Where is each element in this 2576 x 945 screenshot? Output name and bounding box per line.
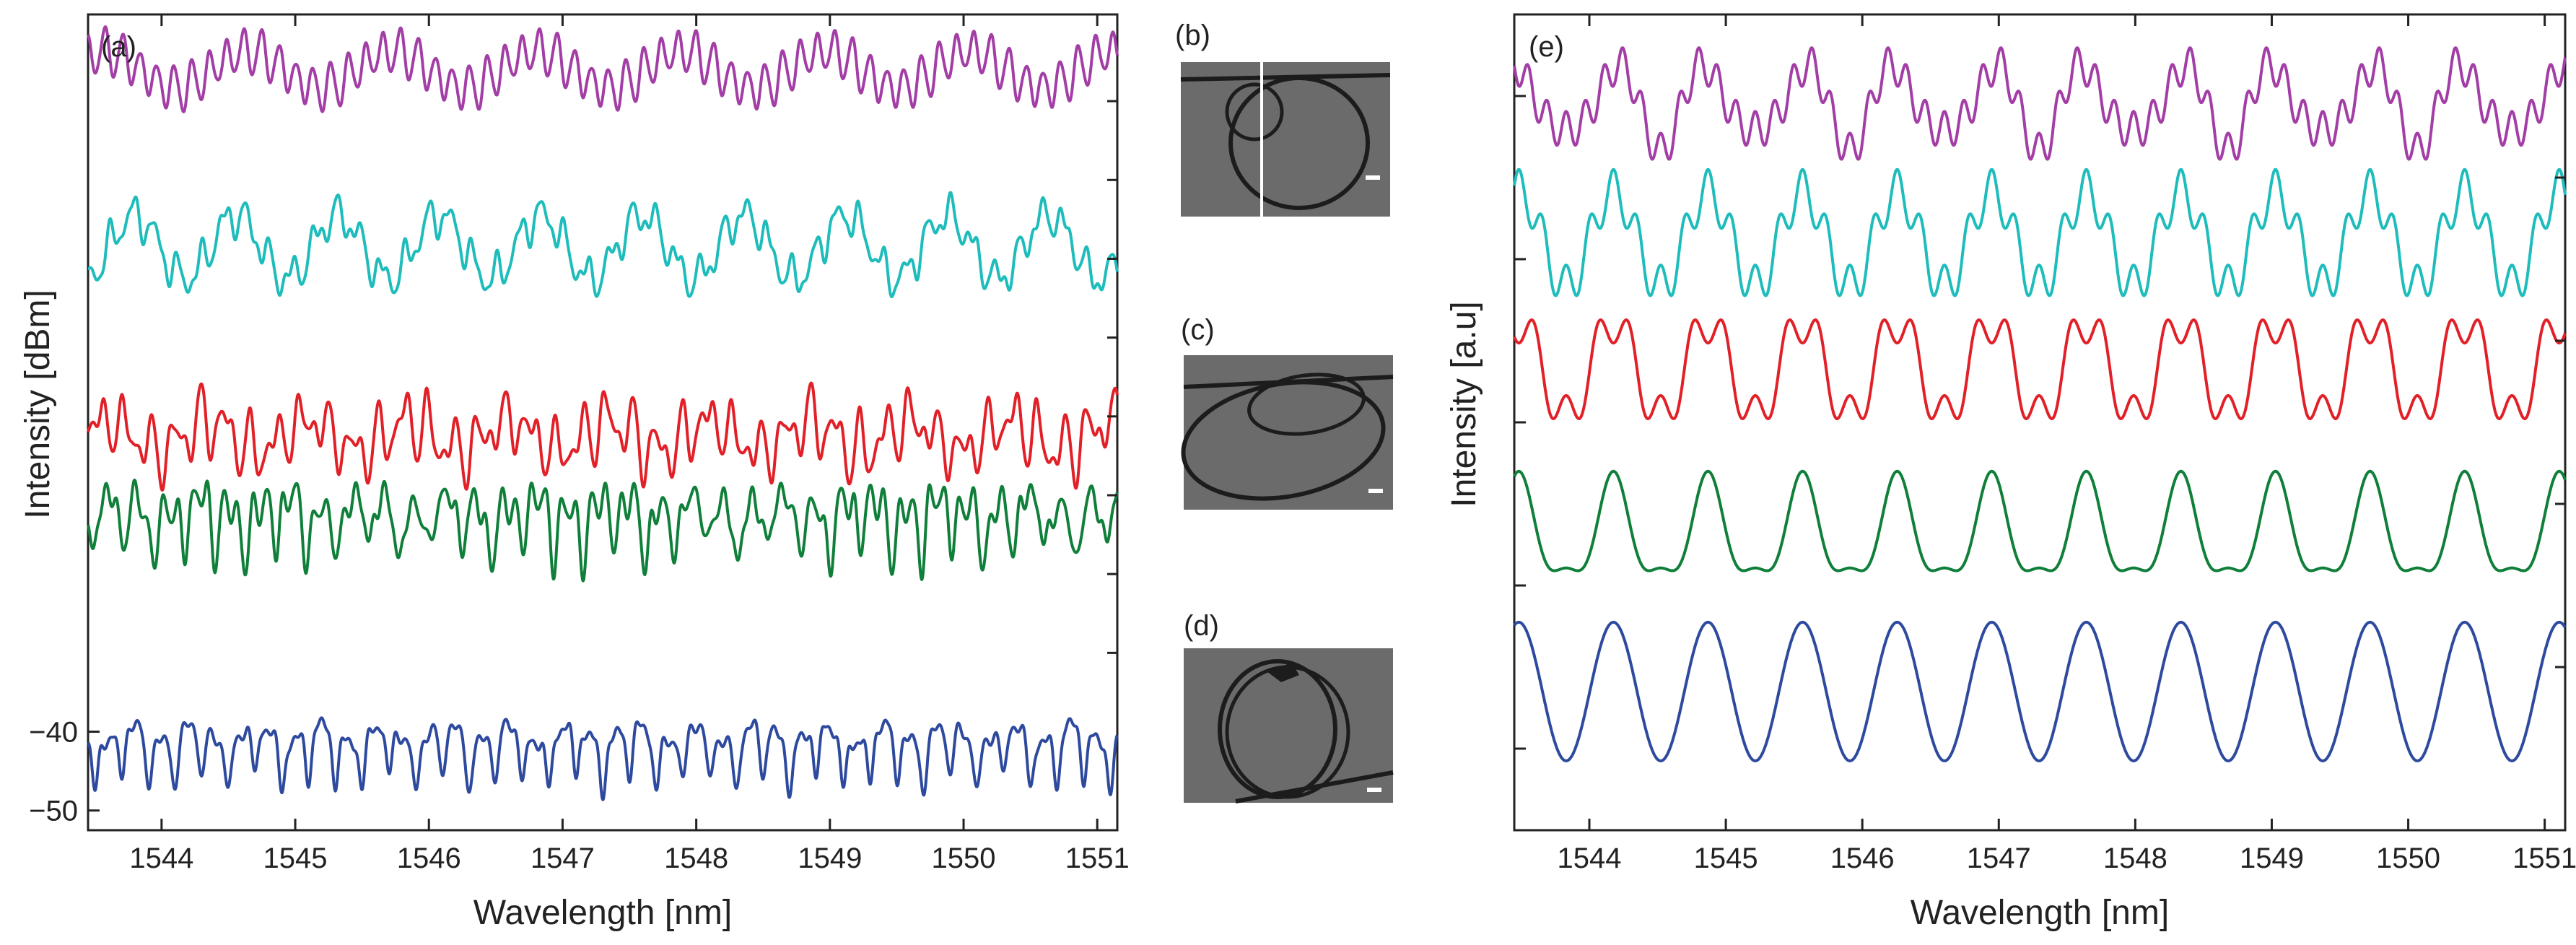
panel-c-micrograph: (c) — [1181, 314, 1394, 510]
panel-a-x-tick-label-1551: 1551 — [1065, 842, 1130, 874]
panel-e-y-axis-title: Intensity [a.u] — [1445, 301, 1483, 508]
panel-a-y-ticks: −40 −50 — [29, 100, 1117, 827]
panel-a-trace-3-red — [87, 381, 1119, 492]
panel-e-label: (e) — [1529, 31, 1564, 63]
panel-b-image-bg — [1181, 62, 1390, 217]
panel-a-x-tick-label-1550: 1550 — [932, 842, 996, 874]
panel-e-x-tick-label-1546: 1546 — [1830, 842, 1895, 874]
panel-d-fiber-knot — [1267, 663, 1299, 682]
panel-a-x-ticks: 1544 1545 1546 1547 1548 1549 1550 1551 — [129, 14, 1130, 874]
panel-e-x-axis-title: Wavelength [nm] — [1911, 894, 2169, 932]
panel-b-large-loop — [1228, 76, 1370, 210]
panel-e-sim-2-green — [1513, 469, 2567, 572]
panel-a-trace-4-cyan — [87, 191, 1119, 298]
panel-e-x-tick-label-1547: 1547 — [1967, 842, 2031, 874]
panel-b-micrograph: (b) — [1175, 19, 1391, 217]
panel-a-plot-frame — [87, 13, 1119, 832]
panel-e-x-tick-label-1544: 1544 — [1558, 842, 1622, 874]
panel-a-label: (a) — [101, 31, 136, 63]
panel-c-inner-loop — [1247, 373, 1366, 436]
panel-a: 1544 1545 1546 1547 1548 1549 1550 1551 −40−50 … — [19, 13, 1130, 932]
panel-e-sim-3-red — [1513, 318, 2567, 420]
panel-a-x-tick-label-1548: 1548 — [664, 842, 728, 874]
panel-a-x-tick-label-1544: 1544 — [129, 842, 193, 874]
panel-a-trace-1-blue — [87, 716, 1119, 801]
panel-a-x-axis-title: Wavelength [nm] — [473, 894, 732, 932]
panel-d-micrograph: (d) — [1184, 610, 1394, 804]
panel-e-sim-4-cyan — [1513, 167, 2567, 297]
panel-e-series-group — [1513, 46, 2567, 762]
panel-c-label: (c) — [1181, 314, 1215, 346]
panel-a-x-tick-label-1545: 1545 — [263, 842, 328, 874]
panel-a-trace-2-green — [87, 479, 1119, 583]
panel-b-small-loop — [1225, 82, 1284, 141]
panel-b-label: (b) — [1175, 19, 1210, 51]
panel-e-sim-1-blue — [1513, 620, 2567, 762]
panel-a-x-tick-label-1549: 1549 — [798, 842, 862, 874]
panel-e-x-ticks: 1544 1545 1546 1547 1548 1549 1550 1551 — [1558, 14, 2576, 874]
panel-a-series-group — [87, 25, 1119, 801]
panel-a-y-axis-title: Intensity [dBm] — [19, 289, 57, 518]
panel-a-trace-5-purple — [87, 25, 1119, 113]
panel-e-x-tick-label-1548: 1548 — [2103, 842, 2167, 874]
panel-e-x-tick-label-1545: 1545 — [1694, 842, 1758, 874]
panel-d-label: (d) — [1184, 610, 1219, 642]
panel-e-x-tick-label-1549: 1549 — [2240, 842, 2304, 874]
panel-e-y-ticks — [1514, 95, 2565, 750]
panel-e: 1544 1545 1546 1547 1548 1549 1550 1551 (e) Wav… — [1445, 13, 2576, 932]
panel-e-x-tick-label-1551: 1551 — [2512, 842, 2576, 874]
panel-e-sim-5-purple — [1513, 46, 2567, 161]
panel-a-x-tick-label-1547: 1547 — [531, 842, 595, 874]
panel-e-x-tick-label-1550: 1550 — [2376, 842, 2440, 874]
panel-a-x-tick-label-1546: 1546 — [397, 842, 461, 874]
panel-a-y-tick-label-0: −40 — [29, 717, 78, 749]
panel-a-y-tick-label-1: −50 — [29, 796, 78, 827]
